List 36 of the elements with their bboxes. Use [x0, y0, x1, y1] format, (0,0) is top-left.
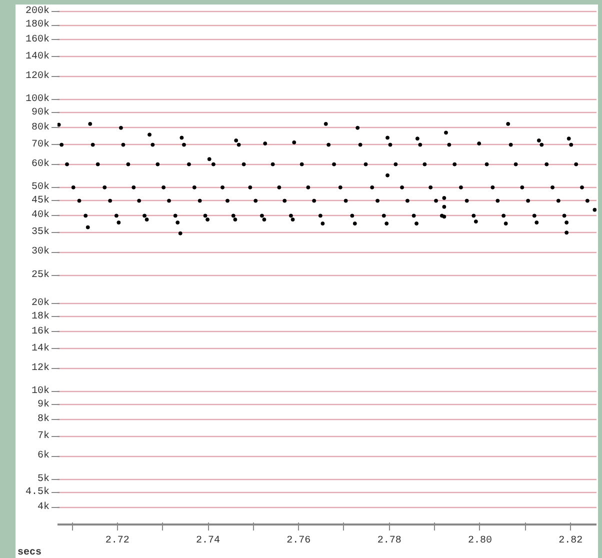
y-tick-label: 25k — [31, 268, 50, 281]
x-tick-label: 2.78 — [377, 536, 402, 546]
y-tick-label: 16k — [31, 325, 50, 338]
x-axis-title: secs — [18, 548, 42, 558]
y-tick-label: 160k — [25, 33, 50, 46]
y-tick-label: 200k — [25, 5, 50, 18]
y-tick-label: 7k — [38, 430, 50, 442]
y-tick-label: 100k — [25, 93, 50, 106]
y-tick-label: 80k — [31, 121, 50, 134]
y-tick-label: 5k — [38, 472, 50, 485]
y-tick-label: 60k — [31, 158, 50, 170]
y-tick-label: 9k — [38, 398, 50, 410]
y-tick-label: 20k — [31, 297, 50, 310]
x-tick-label: 2.74 — [196, 536, 220, 546]
y-tick-label: 45k — [31, 194, 50, 206]
y-tick-label: 140k — [25, 50, 50, 62]
y-tick-label: 30k — [31, 246, 50, 258]
y-tick-label: 4.5k — [25, 486, 50, 498]
x-tick-label: 2.72 — [105, 536, 130, 546]
y-tick-label: 70k — [31, 138, 50, 150]
y-tick-label: 12k — [31, 362, 50, 374]
y-tick-label: 14k — [31, 342, 50, 354]
y-tick-label: 90k — [31, 106, 50, 118]
y-tick-label: 180k — [25, 18, 50, 31]
y-tick-label: 4k — [38, 501, 50, 514]
x-tick-label: 2.82 — [558, 536, 583, 546]
x-tick-label: 2.76 — [286, 536, 311, 546]
y-tick-label: 10k — [31, 384, 50, 397]
y-tick-label: 50k — [31, 180, 50, 193]
y-tick-label: 35k — [31, 226, 50, 238]
y-tick-label: 120k — [25, 70, 50, 82]
x-tick-label: 2.80 — [468, 536, 492, 546]
y-tick-label: 6k — [38, 450, 50, 462]
y-tick-label: 40k — [31, 209, 50, 222]
y-tick-label: 8k — [38, 413, 50, 426]
y-tick-label: 18k — [31, 310, 50, 322]
